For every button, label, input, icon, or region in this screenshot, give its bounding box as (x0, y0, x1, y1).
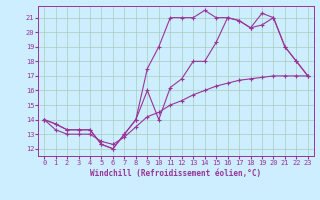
X-axis label: Windchill (Refroidissement éolien,°C): Windchill (Refroidissement éolien,°C) (91, 169, 261, 178)
